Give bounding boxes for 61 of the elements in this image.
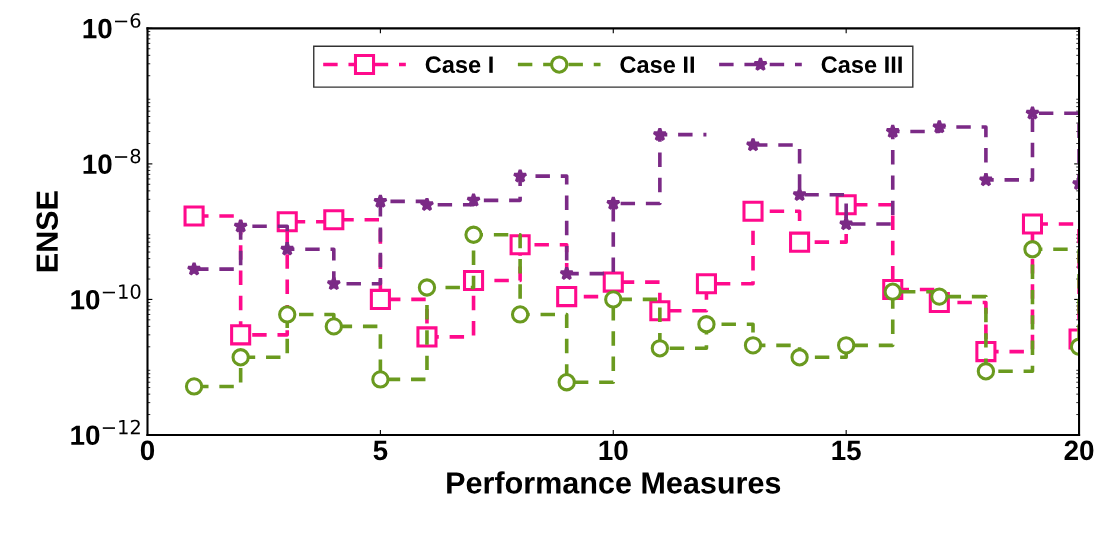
- y-tick-label: 10$^{−12}$: [71, 419, 140, 446]
- point: [885, 123, 901, 139]
- point: [369, 288, 391, 310]
- point: [464, 225, 483, 244]
- x-tick-label: 10: [599, 440, 628, 461]
- point: [975, 341, 997, 363]
- point: [745, 137, 761, 152]
- point: [233, 218, 249, 233]
- point: [466, 192, 482, 207]
- point: [743, 336, 763, 355]
- point: [556, 286, 578, 308]
- point: [557, 373, 576, 392]
- point: [183, 205, 205, 227]
- point: [512, 168, 528, 183]
- point: [278, 305, 297, 324]
- point: [931, 119, 947, 134]
- y-tick-label: 10$^{−10}$: [71, 284, 141, 310]
- legend-label: Case II: [620, 56, 694, 74]
- x-tick-label: 5: [373, 440, 388, 461]
- point: [419, 196, 435, 212]
- point: [790, 348, 809, 367]
- x-tick-label: 20: [1064, 440, 1094, 461]
- point: [602, 271, 624, 293]
- point: [604, 290, 623, 309]
- point: [371, 370, 390, 389]
- y-tick-label: 10$^{−8}$: [83, 148, 141, 175]
- point: [186, 261, 202, 276]
- point: [510, 305, 530, 324]
- point: [231, 348, 250, 367]
- point: [324, 317, 343, 336]
- point: [1025, 105, 1040, 120]
- point: [1023, 240, 1042, 259]
- x-tick-label: 0: [140, 440, 155, 461]
- point: [978, 172, 994, 187]
- point: [792, 187, 808, 202]
- point: [184, 377, 204, 396]
- point: [1021, 213, 1044, 235]
- point: [695, 273, 717, 295]
- y-axis-title: ENSE: [36, 191, 58, 272]
- point: [326, 276, 342, 291]
- point: [697, 315, 716, 334]
- legend-label: Case III: [821, 56, 902, 74]
- x-axis-title: Performance Measures: [447, 471, 781, 494]
- point: [417, 278, 437, 297]
- point: [652, 126, 668, 142]
- point: [650, 339, 670, 358]
- point: [372, 193, 388, 208]
- point: [976, 362, 996, 381]
- point: [323, 209, 345, 231]
- point: [559, 265, 575, 281]
- legend-label: Case I: [425, 56, 493, 74]
- point: [279, 241, 295, 256]
- point: [930, 287, 949, 306]
- point: [837, 336, 856, 355]
- point: [789, 231, 811, 253]
- x-tick-label: 15: [832, 440, 861, 461]
- point: [742, 200, 764, 222]
- point: [605, 195, 621, 211]
- y-tick-label: 10$^{−6}$: [83, 13, 141, 39]
- point: [230, 324, 252, 346]
- point: [838, 216, 854, 231]
